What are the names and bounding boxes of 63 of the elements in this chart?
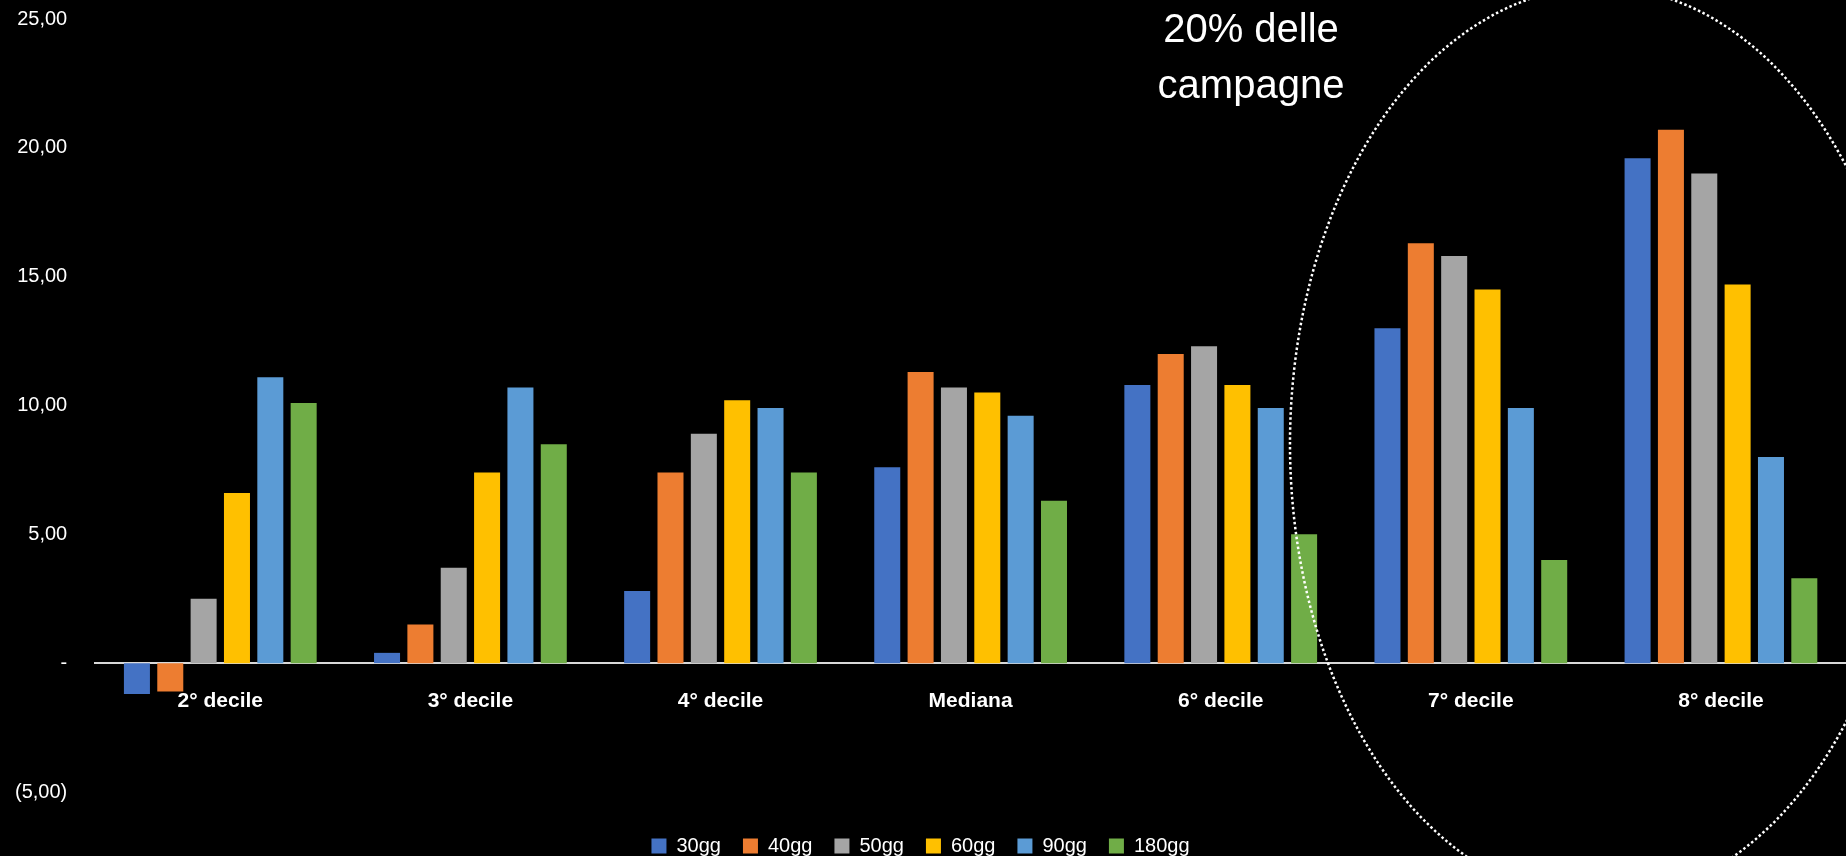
bar [540,444,567,664]
annotation: 20% delle campagne [1156,5,1346,108]
bar [1374,328,1401,664]
bar [1624,158,1651,664]
bar [1541,560,1568,664]
bar [874,467,901,664]
bar [907,372,934,664]
bar [1507,408,1534,664]
bar [190,598,217,664]
bar [257,377,284,664]
legend-label: 60gg [950,833,996,856]
bar [1007,415,1034,664]
bar [1791,578,1818,664]
bar [1441,256,1468,664]
bar [974,392,1001,664]
bar [1724,284,1751,664]
bar [474,472,501,664]
y-tick-label: 5,00 [28,521,68,544]
legend-label: 30gg [676,833,721,856]
bar [757,408,784,664]
y-tick-label: 20,00 [17,135,68,158]
x-tick-label: 7° decile [1428,687,1514,711]
bar [1291,534,1318,664]
bar [1691,173,1718,664]
x-tick-label: Mediana [928,687,1013,711]
x-tick-label: 3° decile [427,687,514,711]
bar [1757,457,1784,664]
bar [690,433,717,664]
legend-label: 50gg [859,833,904,856]
bar [1191,346,1218,664]
y-tick-label: 15,00 [17,264,68,287]
y-tick-label: - [60,650,68,673]
bar [1257,408,1284,664]
x-tick-label: 2° decile [177,687,264,711]
bar [223,493,250,664]
bar [1040,500,1067,664]
y-tick-label: (5,00) [15,779,68,802]
x-tick-label: 6° decile [1178,687,1264,711]
bar [440,567,467,664]
bar [1124,384,1151,664]
bar [507,387,534,664]
bar [724,400,751,664]
bar [1224,384,1251,664]
bar [624,591,651,664]
bar [407,624,434,664]
bar [374,652,401,664]
legend-label: 90gg [1042,833,1087,856]
bar [157,663,184,692]
bar [1157,353,1184,664]
legend-label: 40gg [767,833,813,856]
bar [790,472,817,664]
bar [1474,289,1501,664]
bar [123,663,150,695]
y-tick-label: 25,00 [17,6,68,29]
legend-label: 180gg [1133,833,1190,856]
bar [657,472,684,664]
bar [1657,129,1684,664]
bar [940,387,967,664]
y-tick-label: 10,00 [17,393,68,416]
x-tick-label: 8° decile [1678,687,1764,711]
bar [290,402,317,664]
bar [1407,243,1434,664]
x-tick-label: 4° decile [677,687,764,711]
